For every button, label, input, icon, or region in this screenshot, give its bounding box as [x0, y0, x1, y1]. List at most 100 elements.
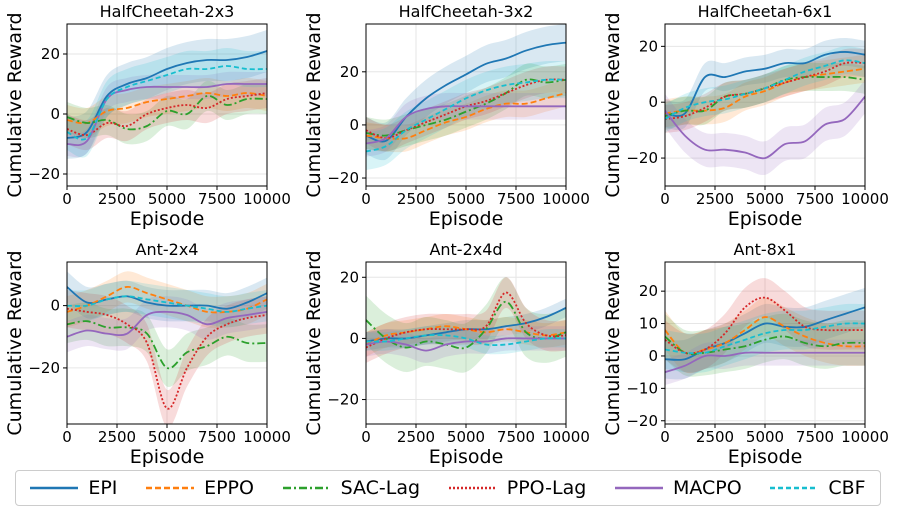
band-sac-lag	[665, 62, 865, 131]
band-cbf	[366, 325, 566, 355]
x-tick-label: 10000	[243, 190, 291, 208]
band-epi	[366, 24, 566, 161]
legend-item-macpo: MACPO	[614, 477, 742, 499]
plot-area	[67, 271, 267, 424]
x-tick-label: 5000	[148, 428, 186, 446]
x-tick-label: 2500	[696, 428, 734, 446]
legend-item-ppo-lag: PPO-Lag	[448, 477, 587, 499]
band-macpo	[665, 339, 865, 386]
x-tick-label: 7500	[796, 190, 834, 208]
plot-area	[366, 24, 566, 171]
band-macpo	[67, 71, 267, 158]
legend-swatch-macpo	[614, 486, 663, 490]
x-tick-label: 5000	[746, 428, 784, 446]
line-cbf	[67, 295, 267, 313]
band-cbf	[665, 46, 865, 133]
legend-label-macpo: MACPO	[672, 477, 742, 499]
x-tick-label: 2500	[98, 190, 136, 208]
line-sac-lag	[366, 300, 566, 350]
legend-item-sac-lag: SAC-Lag	[282, 477, 421, 499]
x-tick-label: 10000	[243, 428, 291, 446]
plot-area	[366, 277, 566, 373]
line-eppo	[665, 316, 865, 355]
legend-swatch-ppo-lag	[448, 486, 497, 490]
band-ppo-lag	[67, 78, 267, 151]
line-ppo-lag	[67, 307, 267, 410]
line-macpo	[665, 96, 865, 160]
y-tick-label: 20	[340, 268, 359, 286]
band-macpo	[366, 92, 566, 157]
x-axis-label: Episode	[429, 208, 504, 230]
x-tick-label: 5000	[148, 190, 186, 208]
panel-halfcheetah-2x3: 0 2500 5000 7500 10000−20020HalfCheetah-2x3E…	[4, 2, 291, 230]
x-tick-label: 2500	[397, 428, 435, 446]
x-tick-label: 0	[361, 190, 371, 208]
x-tick-label: 2500	[397, 190, 435, 208]
x-tick-label: 0	[62, 428, 72, 446]
panel-ant-8x1: 0 2500 5000 7500 10000 −20 −10 0 10 20 Ant-8x1 Epis…	[602, 240, 889, 468]
band-sac-lag	[67, 302, 267, 388]
band-eppo	[366, 79, 566, 153]
x-tick-label: 7500	[198, 428, 236, 446]
x-axis-label: Episode	[429, 446, 504, 468]
x-tick-label: 5000	[447, 190, 485, 208]
x-tick-label: 7500	[497, 190, 535, 208]
line-epi	[366, 41, 566, 143]
band-cbf	[67, 48, 267, 158]
legend: EPI EPPO SAC-Lag PPO-Lag MACPO CBF	[15, 470, 881, 506]
line-macpo	[665, 351, 865, 374]
line-ppo-lag	[366, 291, 566, 349]
band-epi	[67, 30, 267, 159]
y-axis-label: Cumulative Reward	[602, 250, 624, 435]
y-axis-label: Cumulative Reward	[602, 12, 624, 197]
band-eppo	[665, 297, 865, 374]
y-axis-label: Cumulative Reward	[303, 250, 325, 435]
band-ppo-lag	[67, 290, 267, 424]
y-tick-label: 0	[50, 297, 60, 315]
line-cbf	[665, 322, 865, 355]
x-tick-label: 7500	[497, 428, 535, 446]
band-ppo-lag	[366, 66, 566, 152]
y-tick-label: 0	[648, 347, 658, 365]
y-axis-label: Cumulative Reward	[303, 12, 325, 197]
x-axis-label: Episode	[130, 446, 205, 468]
figure: 0 2500 5000 7500 10000−20020HalfCheetah-2x3E…	[4, 2, 889, 468]
x-tick-label: 0	[361, 428, 371, 446]
x-tick-label: 10000	[542, 190, 590, 208]
panel-title: Ant-2x4	[136, 240, 199, 259]
line-cbf	[665, 59, 865, 120]
y-tick-label: −20	[626, 149, 658, 167]
y-tick-label: −20	[327, 169, 359, 187]
legend-label-sac-lag: SAC-Lag	[340, 477, 421, 499]
panel-title: HalfCheetah-2x3	[100, 2, 235, 21]
x-axis-label: Episode	[728, 446, 803, 468]
panel-halfcheetah-6x1: 0 2500 5000 7500 10000 −20 0 20 HalfCheetah-6x1 E…	[602, 2, 889, 230]
x-tick-label: 2500	[696, 190, 734, 208]
band-epi	[665, 287, 865, 380]
x-tick-label: 0	[62, 190, 72, 208]
panel-title: HalfCheetah-3x2	[399, 2, 534, 21]
y-tick-label: −10	[626, 379, 658, 397]
y-tick-label: −20	[28, 165, 60, 183]
plot-area	[665, 37, 865, 176]
legend-swatch-epi	[30, 486, 79, 490]
band-cbf	[67, 280, 267, 328]
line-epi	[665, 306, 865, 361]
y-tick-label: 10	[639, 315, 658, 333]
line-eppo	[665, 67, 865, 115]
band-macpo	[366, 325, 566, 363]
x-tick-label: 5000	[746, 190, 784, 208]
y-tick-label: 20	[639, 282, 658, 300]
line-epi	[665, 51, 865, 117]
line-macpo	[67, 82, 267, 147]
legend-swatch-sac-lag	[282, 486, 331, 490]
x-tick-label: 10000	[841, 190, 889, 208]
legend-item-cbf: CBF	[770, 477, 866, 499]
panel-ant-2x4d: 0 2500 5000 7500 10000 −20 0 20 Ant-2x4d Episode C…	[303, 240, 590, 468]
legend-label-ppo-lag: PPO-Lag	[506, 477, 587, 499]
y-tick-label: 20	[41, 45, 60, 63]
x-tick-label: 0	[660, 428, 670, 446]
line-sac-lag	[67, 320, 267, 370]
legend-label-epi: EPI	[88, 477, 118, 499]
line-sac-lag	[665, 335, 865, 355]
